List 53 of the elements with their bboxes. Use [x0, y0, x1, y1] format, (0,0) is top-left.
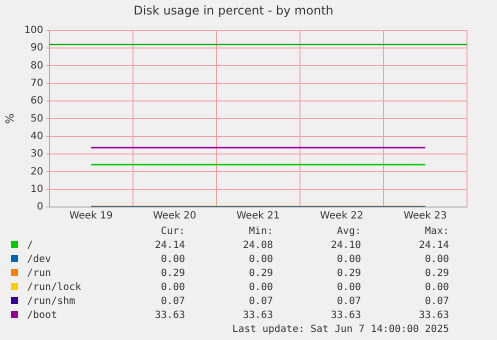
text: Max: [424, 225, 450, 239]
text: 0.00 [424, 253, 450, 267]
text: 24.14 [418, 239, 450, 253]
y-tick-label: 20 [30, 166, 44, 178]
y-tick-label: 90 [30, 42, 44, 54]
text: Cur: [160, 225, 186, 239]
y-tick-label: 0 [36, 202, 44, 213]
y-tick-label: 70 [30, 78, 44, 89]
legend-label: /boot [26, 309, 58, 323]
y-axis-title: % [3, 113, 16, 124]
text: Avg: [336, 225, 362, 239]
text: Min: [248, 225, 274, 239]
x-tick-label: Week 21 [236, 210, 280, 222]
text: 0.00 [160, 281, 186, 295]
legend-label: /dev [26, 253, 52, 267]
x-tick-label: Week 19 [69, 210, 113, 222]
y-tick-label: 100 [24, 24, 44, 36]
legend-label: /run [26, 267, 52, 281]
y-tick-label: 50 [30, 113, 44, 124]
text: 0.00 [424, 281, 450, 295]
text: 24.10 [330, 239, 362, 253]
text: 24.08 [242, 239, 274, 253]
chart-title: Disk usage in percent - by month [134, 3, 334, 18]
text: 0.07 [336, 295, 362, 309]
text: 33.63 [242, 309, 274, 323]
y-tick-label: 80 [30, 60, 44, 72]
text: 0.00 [336, 281, 362, 295]
y-tick-label: 30 [30, 148, 44, 160]
y-tick-label: 10 [30, 184, 44, 195]
text: Last update: Sat Jun 7 14:00:00 2025 [231, 323, 450, 337]
text: 24.14 [154, 239, 186, 253]
text: 0.29 [336, 267, 362, 281]
x-tick-label: Week 23 [404, 210, 447, 222]
text: 0.07 [160, 295, 186, 309]
y-tick-label: 60 [30, 96, 44, 107]
text: 0.00 [336, 253, 362, 267]
x-tick-label: Week 22 [320, 210, 364, 222]
legend-label: /run/shm [26, 295, 76, 309]
text: 33.63 [330, 309, 362, 323]
text: 0.00 [160, 253, 186, 267]
text: 33.63 [418, 309, 450, 323]
legend-label: /run/lock [26, 281, 82, 295]
text: 0.07 [248, 295, 274, 309]
text: 0.00 [248, 281, 274, 295]
text: 0.29 [424, 267, 450, 281]
text: 33.63 [154, 309, 186, 323]
legend-label: / [26, 239, 34, 253]
text: 0.07 [424, 295, 450, 309]
text: 0.29 [248, 267, 274, 281]
text: 0.29 [160, 267, 186, 281]
text: 0.00 [248, 253, 274, 267]
x-tick-label: Week 20 [152, 210, 196, 222]
y-tick-label: 40 [30, 130, 44, 142]
